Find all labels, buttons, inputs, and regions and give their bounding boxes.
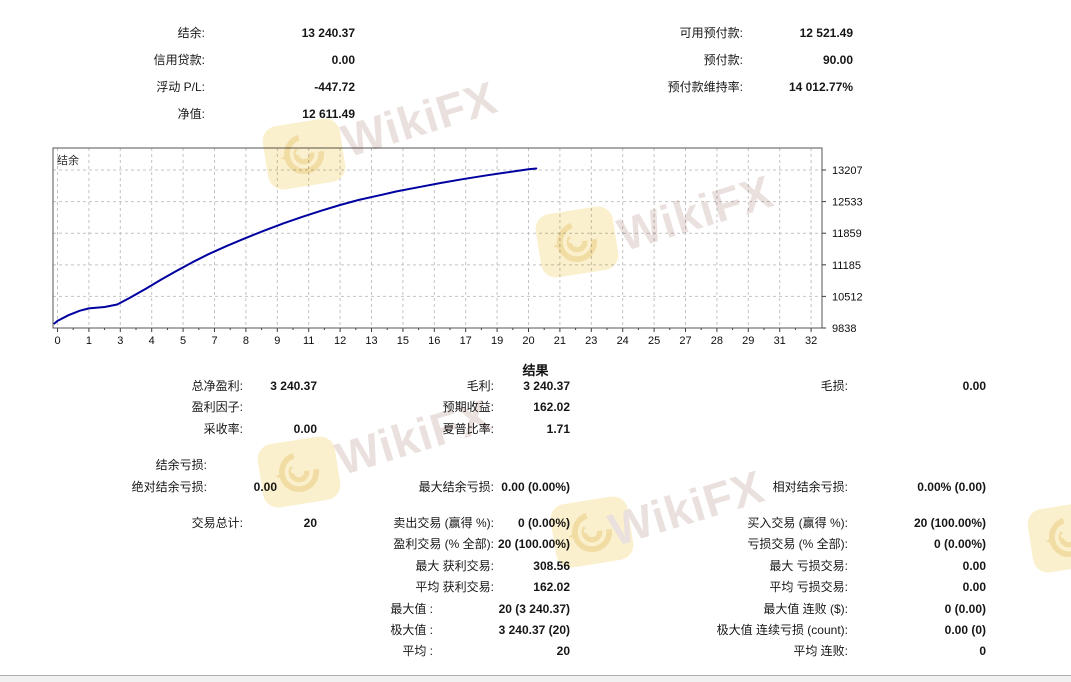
svg-text:20: 20 [522, 335, 534, 347]
result-value: 0.00 [962, 558, 986, 573]
svg-text:29: 29 [742, 335, 754, 347]
result-label: 最大 获利交易: [415, 558, 494, 573]
svg-text:21: 21 [554, 335, 566, 347]
svg-text:10512: 10512 [832, 291, 863, 303]
svg-text:11: 11 [303, 335, 314, 347]
svg-text:11859: 11859 [832, 228, 862, 240]
result-label: 盈利因子: [191, 400, 243, 415]
result-label: 结余亏损: [155, 458, 207, 473]
svg-text:3: 3 [117, 335, 123, 347]
result-label: 毛损: [820, 379, 848, 393]
result-label: 平均 获利交易: [415, 580, 494, 595]
summary-label: 净值: [177, 107, 205, 121]
svg-text:15: 15 [397, 335, 409, 347]
svg-text:4: 4 [149, 335, 155, 347]
results-title: 结果 [522, 363, 549, 378]
summary-value: 90.00 [822, 53, 853, 67]
svg-text:16: 16 [428, 335, 440, 347]
summary-label: 浮动 P/L: [156, 80, 205, 94]
result-label: 平均 连败: [793, 644, 848, 659]
result-label: 极大值 : [390, 623, 433, 637]
result-label: 盈利交易 (% 全部): [393, 537, 494, 552]
svg-text:9838: 9838 [832, 323, 856, 335]
result-label: 平均 亏损交易: [769, 580, 848, 595]
result-label: 最大值 连败 ($): [763, 601, 848, 616]
result-value: 20 (3 240.37) [498, 601, 570, 616]
result-value: 162.02 [533, 400, 570, 415]
result-value: 0.00 [962, 580, 986, 595]
svg-text:13: 13 [365, 335, 377, 347]
svg-text:13207: 13207 [832, 165, 863, 177]
result-value: 0 (0.00%) [933, 537, 986, 552]
result-value: 0 [979, 644, 986, 659]
result-value: 3 240.37 (20) [498, 623, 570, 637]
svg-text:17: 17 [460, 335, 472, 347]
summary-value: -447.72 [314, 80, 355, 94]
summary-value: 13 240.37 [301, 26, 355, 40]
result-value: 3 240.37 [523, 379, 570, 393]
svg-text:31: 31 [774, 335, 786, 347]
result-value: 20 (100.00%) [913, 516, 986, 530]
svg-text:9: 9 [274, 335, 280, 347]
summary-label: 信用贷款: [153, 53, 205, 67]
summary-label: 可用预付款: [679, 26, 743, 40]
svg-text:19: 19 [491, 335, 503, 347]
result-value: 3 240.37 [270, 379, 317, 393]
result-value: 0.00 (0.00%) [501, 479, 570, 494]
result-label: 最大 亏损交易: [769, 558, 848, 573]
summary-label: 预付款维持率: [667, 80, 743, 94]
result-label: 卖出交易 (赢得 %): [393, 516, 494, 530]
result-label: 平均 : [402, 644, 433, 659]
result-value: 0 (0.00) [944, 601, 986, 616]
chart-series-label: 结余 [57, 155, 79, 167]
result-label: 亏损交易 (% 全部): [747, 537, 848, 552]
svg-text:0: 0 [54, 335, 60, 347]
result-value: 0.00 [962, 379, 986, 393]
result-value: 1.71 [546, 421, 570, 436]
result-value: 20 [556, 644, 570, 659]
svg-text:12: 12 [334, 335, 346, 347]
result-value: 0.00 [293, 421, 317, 436]
result-label: 买入交易 (赢得 %): [747, 516, 848, 530]
summary-value: 12 521.49 [799, 26, 853, 40]
svg-text:25: 25 [648, 335, 660, 347]
summary-label: 结余: [177, 26, 205, 40]
result-value: 162.02 [533, 580, 570, 595]
svg-text:27: 27 [679, 335, 691, 347]
svg-text:28: 28 [711, 335, 723, 347]
svg-text:7: 7 [211, 335, 217, 347]
summary-value: 0.00 [331, 53, 355, 67]
result-label: 绝对结余亏损: [131, 479, 207, 494]
result-label: 最大结余亏损: [418, 479, 494, 494]
result-label: 总净盈利: [191, 379, 243, 393]
svg-text:32: 32 [805, 335, 817, 347]
result-label: 毛利: [466, 379, 494, 393]
result-label: 相对结余亏损: [772, 479, 848, 494]
result-label: 极大值 连续亏损 (count): [716, 623, 848, 637]
svg-text:23: 23 [585, 335, 597, 347]
window-bottom-divider [0, 675, 1071, 682]
summary-value: 14 012.77% [788, 80, 853, 94]
result-value: 0.00 (0) [944, 623, 986, 637]
result-label: 预期收益: [442, 400, 494, 415]
svg-text:11185: 11185 [832, 260, 861, 272]
result-label: 夏普比率: [442, 421, 494, 436]
svg-text:12533: 12533 [832, 197, 863, 209]
result-value: 20 [303, 516, 317, 530]
svg-text:5: 5 [180, 335, 186, 347]
summary-label: 预付款: [703, 53, 743, 67]
result-label: 交易总计: [191, 516, 243, 530]
svg-text:1: 1 [86, 335, 92, 347]
result-label: 采收率: [203, 421, 243, 436]
svg-text:24: 24 [617, 335, 629, 347]
svg-text:8: 8 [243, 335, 249, 347]
result-label: 最大值 : [390, 601, 433, 616]
result-value: 0.00% (0.00) [917, 479, 986, 494]
